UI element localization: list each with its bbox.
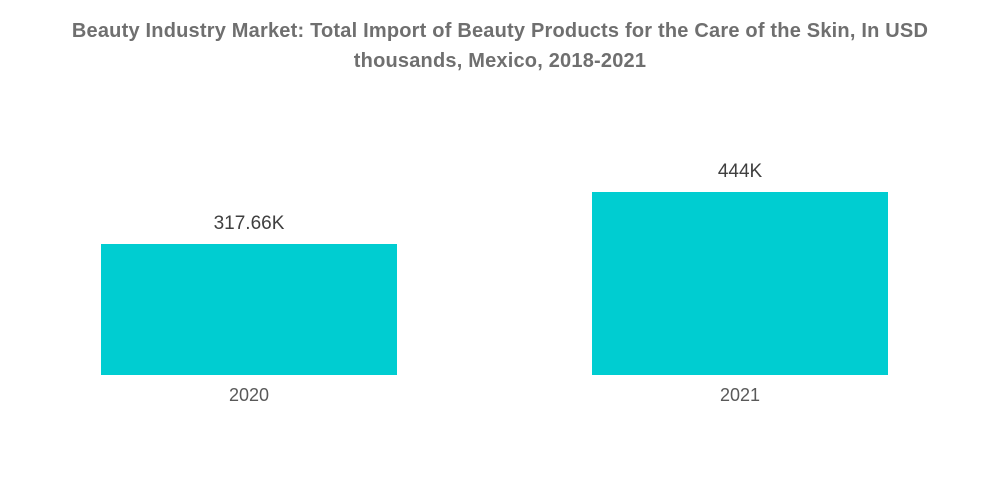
bar-value-label: 444K <box>717 161 763 182</box>
x-axis-label: 2020 <box>228 385 270 405</box>
bar-2020[interactable] <box>101 244 397 375</box>
x-axis-label: 2021 <box>719 385 761 405</box>
bar-2021[interactable] <box>592 192 888 375</box>
chart-title: Beauty Industry Market: Total Import of … <box>71 20 929 72</box>
bar-value-label: 317.66K <box>213 213 285 234</box>
